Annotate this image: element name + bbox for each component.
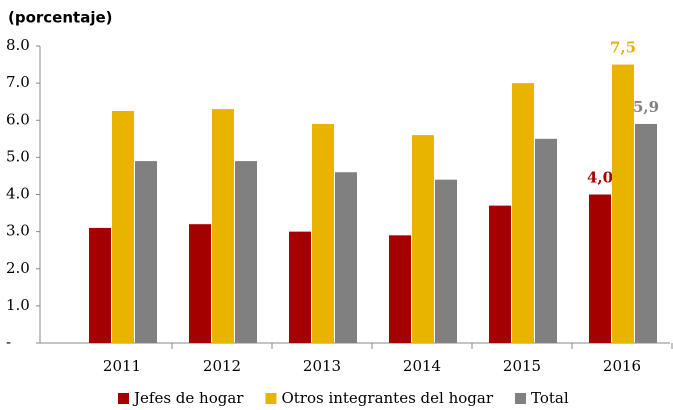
value-label: 5,9: [633, 98, 659, 116]
bar: [189, 224, 211, 343]
bar: [235, 161, 257, 343]
y-tick-label: 2.0: [6, 259, 30, 277]
y-tick-label: 5.0: [6, 147, 30, 165]
legend-swatch: [118, 393, 129, 404]
bar: [535, 138, 557, 343]
bar: [589, 194, 611, 343]
x-tick-label: 2011: [103, 357, 141, 375]
bar: [489, 205, 511, 343]
y-tick-label: 3.0: [6, 222, 30, 240]
legend-label: Jefes de hogar: [132, 389, 244, 407]
bar: [512, 83, 534, 343]
x-tick-label: 2016: [603, 357, 641, 375]
x-tick-label: 2014: [403, 357, 441, 375]
bar: [612, 64, 634, 343]
y-tick-label: 7.0: [6, 73, 30, 91]
x-tick-label: 2015: [503, 357, 541, 375]
y-tick-label: 1.0: [6, 296, 30, 314]
bar: [312, 123, 334, 344]
legend-label: Total: [531, 389, 569, 407]
bar: [212, 109, 234, 343]
bar: [389, 235, 411, 343]
bar: [135, 161, 157, 343]
x-tick-label: 2012: [203, 357, 241, 375]
y-tick-label: 8.0: [6, 36, 30, 54]
legend-swatch: [515, 393, 527, 404]
bar: [435, 179, 457, 343]
chart-title: (porcentaje): [8, 9, 113, 27]
bar: [412, 135, 434, 343]
legend-label: Otros integrantes del hogar: [281, 389, 493, 407]
y-tick-label: 6.0: [6, 110, 30, 128]
bar: [289, 231, 311, 343]
value-label: 7,5: [610, 39, 636, 57]
y-tick-label: 4.0: [6, 185, 30, 203]
bar: [635, 123, 657, 344]
bar: [335, 172, 357, 343]
legend-swatch: [265, 393, 277, 404]
bar: [112, 110, 134, 343]
y-tick-label: -: [6, 333, 11, 351]
x-tick-label: 2013: [303, 357, 341, 375]
bar: [89, 227, 111, 343]
value-label: 4,0: [587, 169, 613, 187]
